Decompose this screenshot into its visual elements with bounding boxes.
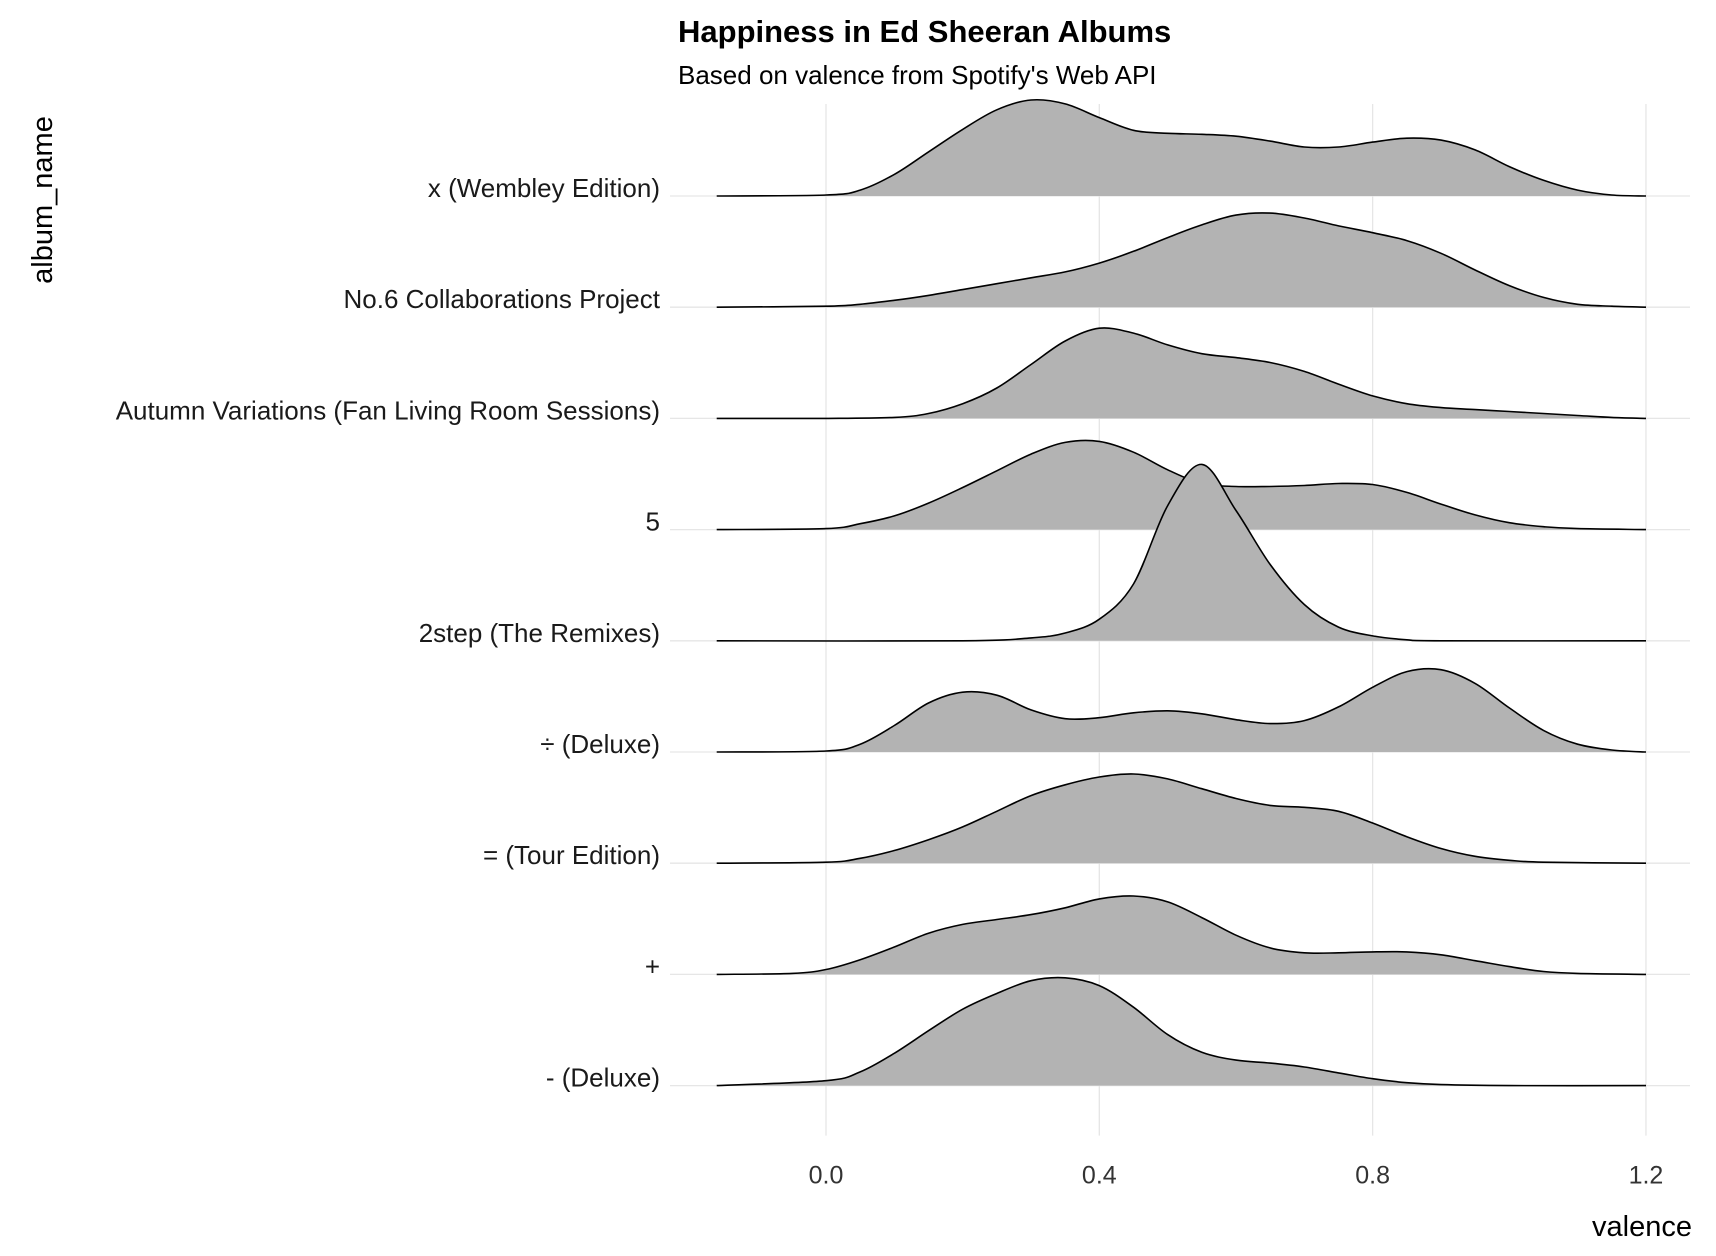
ridges — [716, 98, 1647, 1087]
y-tick-label: x (Wembley Edition) — [428, 173, 660, 203]
ridge-line — [716, 327, 1647, 420]
ridge-area — [716, 464, 1646, 642]
ridge-area — [716, 773, 1646, 864]
x-tick-label: 1.2 — [1629, 1162, 1664, 1190]
x-tick-label: 0.8 — [1355, 1162, 1390, 1190]
ridge-area — [716, 895, 1646, 975]
ridge-line — [716, 895, 1647, 976]
ridge-line — [716, 667, 1647, 753]
y-tick-label: 5 — [646, 507, 660, 537]
y-tick-label: - (Deluxe) — [546, 1063, 660, 1093]
y-axis-title: album_name — [27, 116, 59, 284]
ridge-line — [716, 463, 1647, 642]
ridge-area — [716, 977, 1646, 1086]
y-tick-label: Autumn Variations (Fan Living Room Sessi… — [116, 395, 660, 425]
ridge-area — [716, 99, 1646, 196]
y-tick-label: + — [645, 951, 660, 981]
ridge-line — [716, 212, 1647, 308]
ridge-line — [716, 773, 1647, 864]
y-tick-label: ÷ (Deluxe) — [540, 729, 660, 759]
y-tick-label: = (Tour Edition) — [483, 840, 660, 870]
y-tick-label: 2step (The Remixes) — [419, 618, 660, 648]
ridge-area — [716, 668, 1646, 752]
ridge-area — [716, 327, 1646, 419]
x-tick-label: 0.4 — [1082, 1162, 1117, 1190]
x-axis-title: valence — [1592, 1211, 1692, 1243]
ridge-area — [716, 212, 1646, 308]
ridge-line — [716, 98, 1647, 197]
y-axis-labels: x (Wembley Edition) No.6 Collaborations P… — [116, 173, 661, 1093]
chart-title: Happiness in Ed Sheeran Albums — [678, 14, 1172, 49]
chart-subtitle: Based on valence from Spotify's Web API — [678, 60, 1157, 90]
y-tick-label: No.6 Collaborations Project — [344, 284, 661, 314]
x-tick-label: 0.0 — [809, 1162, 844, 1190]
ridge-line — [716, 976, 1647, 1087]
x-axis-ticks: 0.0 0.4 0.8 1.2 — [809, 1162, 1664, 1190]
